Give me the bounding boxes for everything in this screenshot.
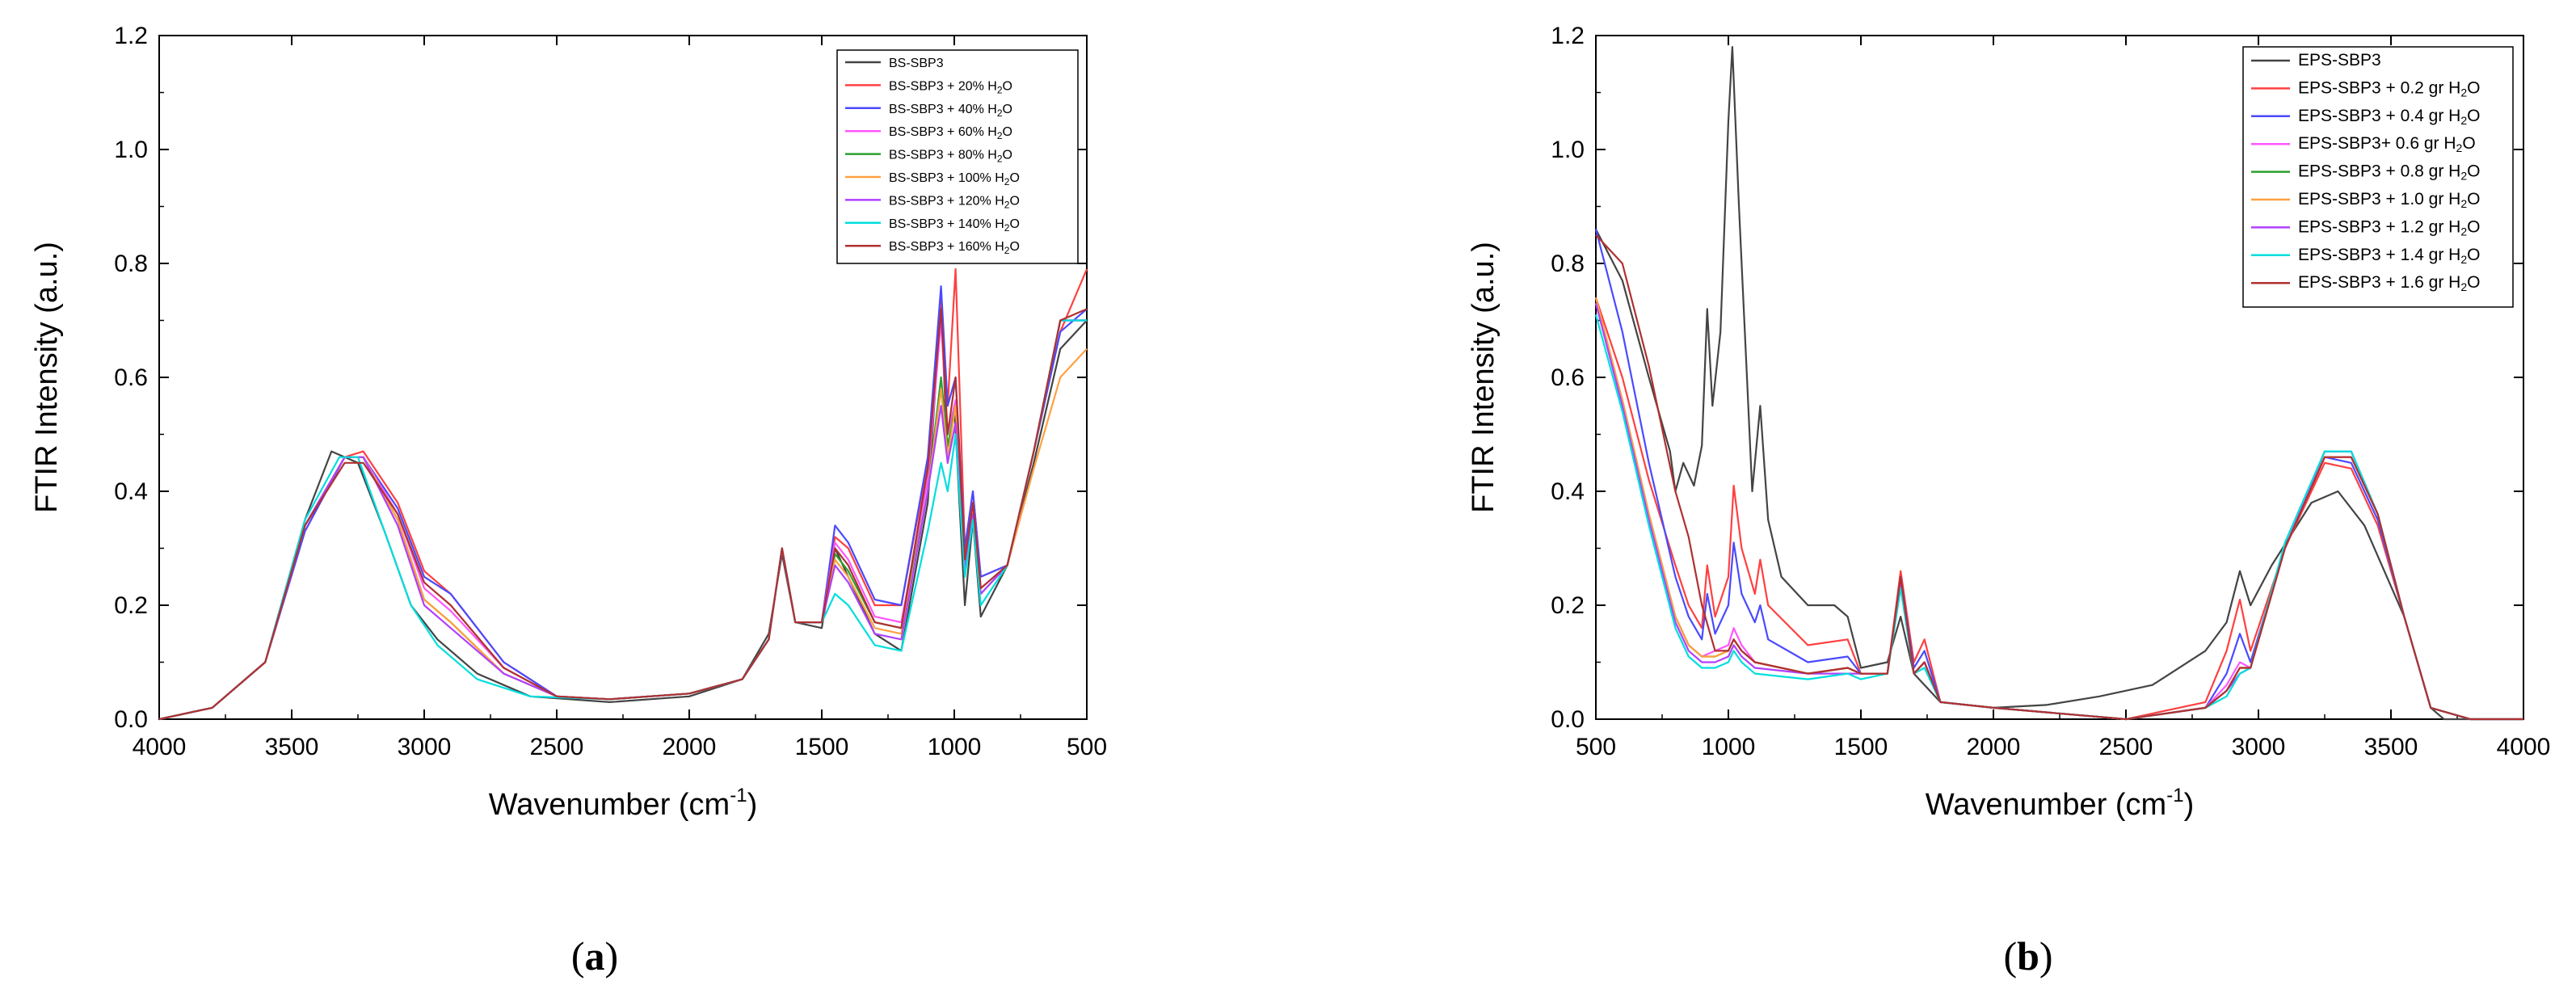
x-tick-label: 3500 [2364, 734, 2418, 760]
y-tick-label: 1.2 [114, 23, 148, 49]
x-tick-label: 4000 [133, 734, 187, 760]
y-tick-label: 0.0 [114, 706, 148, 733]
legend-label: BS-SBP3 + 140% H2O [889, 217, 1020, 234]
x-tick-label: 3000 [2232, 734, 2286, 760]
panel-b-label: (b) [2003, 933, 2052, 979]
series-line-1 [1595, 46, 2523, 721]
legend-label: BS-SBP3 + 40% H2O [889, 103, 1012, 119]
y-tick-label: 0.8 [114, 250, 148, 277]
x-tick-label: 1500 [795, 734, 849, 760]
panel-b-y-axis: 0.0 0.2 0.4 0.6 0.8 1.0 1.2 [1551, 23, 2523, 733]
panel-a-label: (a) [571, 933, 618, 979]
series-line-7 [1594, 303, 2523, 721]
x-tick-label: 2500 [530, 734, 584, 760]
x-tick-label: 4000 [2497, 734, 2551, 760]
legend-label: EPS-SBP3 + 0.2 gr H2O [2298, 78, 2481, 99]
legend-label: BS-SBP3 + 20% H2O [889, 79, 1012, 95]
x-tick-label: 1500 [1834, 734, 1888, 760]
series-line-9 [1595, 234, 2523, 721]
legend-label: BS-SBP3 + 60% H2O [889, 125, 1012, 141]
series-line-1 [158, 302, 1088, 721]
panel-a-series [158, 267, 1088, 721]
series-line-6 [1594, 297, 2523, 721]
series-line-2 [1594, 297, 2523, 721]
panel-a-xlabel: Wavenumber (cm-1) [489, 785, 757, 822]
panel-b-x-axis: 500 1000 1500 2000 2500 3000 3500 4000 [1576, 36, 2550, 760]
legend-label: BS-SBP3 + 120% H2O [889, 194, 1020, 210]
y-tick-label: 0.2 [114, 592, 148, 619]
panel-a-chart: 0.0 0.2 0.4 0.6 0.8 1.0 1.2 4000 3500 3000 2500 20… [30, 23, 1107, 979]
legend-label: EPS-SBP3 + 0.4 gr H2O [2298, 107, 2481, 127]
y-tick-label: 1.0 [114, 137, 148, 163]
panel-b-xlabel: Wavenumber (cm-1) [1926, 785, 2194, 822]
x-tick-label: 2500 [2099, 734, 2153, 760]
x-tick-label: 3500 [265, 734, 319, 760]
y-tick-label: 1.0 [1551, 137, 1585, 163]
panel-a-x-axis: 4000 3500 3000 2500 2000 1500 1000 500 [133, 36, 1107, 760]
legend-label: EPS-SBP3 [2298, 51, 2381, 69]
panel-b-legend: EPS-SBP3 EPS-SBP3 + 0.2 gr H2O EPS-SBP3 + … [2242, 46, 2514, 308]
y-tick-label: 0.6 [114, 364, 148, 391]
y-tick-label: 0.0 [1551, 706, 1585, 733]
panel-b-ylabel: FTIR Intensity (a.u.) [1467, 242, 1501, 513]
x-tick-label: 500 [1576, 734, 1616, 760]
y-tick-label: 1.2 [1551, 23, 1585, 49]
series-line-9 [158, 308, 1088, 721]
legend-label: EPS-SBP3 + 0.8 gr H2O [2298, 162, 2481, 183]
panel-a-legend: BS-SBP3 BS-SBP3 + 20% H2O BS-SBP3 + 40% H2… [836, 49, 1079, 264]
panel-b-chart: 0.0 0.2 0.4 0.6 0.8 1.0 1.2 500 1000 1500 2000 250… [1467, 23, 2550, 979]
y-tick-label: 0.6 [1551, 364, 1585, 391]
panel-a-y-axis: 0.0 0.2 0.4 0.6 0.8 1.0 1.2 [114, 23, 1087, 733]
series-line-2 [158, 267, 1088, 721]
series-line-4 [1594, 303, 2523, 721]
series-line-4 [158, 319, 1087, 721]
x-tick-label: 1000 [928, 734, 982, 760]
x-tick-label: 1000 [1702, 734, 1756, 760]
series-line-5 [158, 319, 1087, 721]
y-tick-label: 0.2 [1551, 592, 1585, 619]
series-line-3 [158, 285, 1088, 721]
legend-label: BS-SBP3 + 160% H2O [889, 240, 1020, 256]
y-tick-label: 0.4 [1551, 478, 1585, 505]
series-line-8 [1594, 314, 2523, 721]
x-tick-label: 500 [1067, 734, 1107, 760]
panel-b-series [1594, 46, 2523, 721]
x-tick-label: 2000 [663, 734, 717, 760]
legend-label: EPS-SBP3 + 1.0 gr H2O [2298, 190, 2481, 210]
y-tick-label: 0.8 [1551, 250, 1585, 277]
legend-label: EPS-SBP3 + 1.2 gr H2O [2298, 217, 2481, 238]
y-tick-label: 0.4 [114, 478, 148, 505]
panel-b-legend-box [2242, 46, 2514, 308]
legend-label: BS-SBP3 + 100% H2O [889, 171, 1020, 187]
series-line-8 [158, 319, 1087, 721]
panel-a-ylabel: FTIR Intensity (a.u.) [30, 242, 64, 513]
series-line-5 [1594, 303, 2523, 721]
legend-label: EPS-SBP3 + 1.4 gr H2O [2298, 246, 2481, 266]
legend-label: EPS-SBP3 + 1.6 gr H2O [2298, 273, 2481, 293]
series-line-7 [158, 319, 1087, 721]
legend-label: EPS-SBP3+ 0.6 gr H2O [2298, 134, 2476, 154]
x-tick-label: 3000 [398, 734, 452, 760]
legend-label: BS-SBP3 + 80% H2O [889, 149, 1012, 165]
x-tick-label: 2000 [1967, 734, 2021, 760]
legend-label: BS-SBP3 [889, 57, 944, 70]
